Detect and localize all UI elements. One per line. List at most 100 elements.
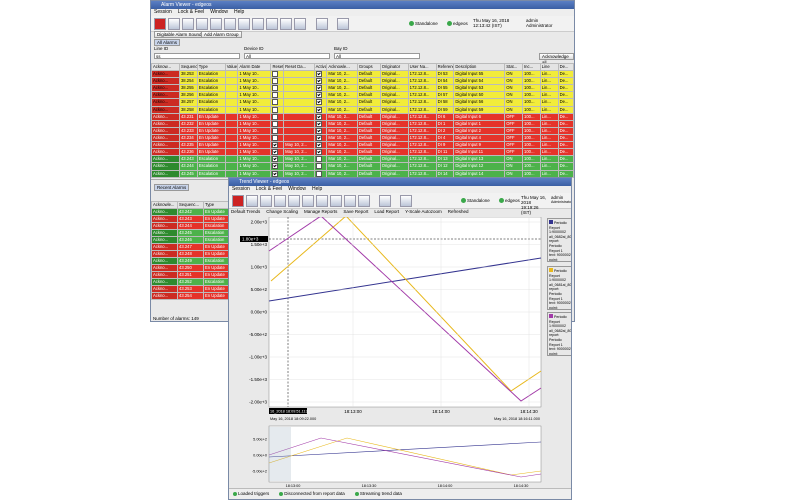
row[interactable]: Ackno... 43.235 En Update 1 May 10.. May 10,… — [151, 141, 574, 150]
checkbox[interactable] — [272, 156, 279, 162]
tool-button[interactable]: Default Trends — [231, 209, 261, 214]
checkbox[interactable] — [272, 99, 279, 106]
checkbox[interactable] — [315, 107, 322, 113]
row[interactable]: Ackno... 43.234 En Update 1 May 10.. Mar 10,… — [151, 133, 574, 143]
checkbox[interactable] — [272, 92, 279, 98]
icon[interactable] — [266, 18, 278, 30]
column-header[interactable]: Sequenc... — [177, 201, 204, 209]
menu-item[interactable]: Lock & Feel — [255, 186, 283, 192]
column-header[interactable]: Type — [196, 63, 226, 71]
icon[interactable] — [260, 195, 272, 207]
checkbox[interactable] — [315, 121, 322, 127]
checkbox[interactable] — [272, 78, 279, 84]
checkbox[interactable] — [315, 71, 322, 77]
row[interactable]: Ackno... 43.252 Escalation — [151, 278, 230, 286]
icon[interactable] — [400, 195, 412, 207]
icon[interactable] — [294, 18, 306, 30]
checkbox[interactable] — [315, 156, 322, 162]
row[interactable]: Ackno... 38.257 Escalation 1 May 10.. Mar 10… — [151, 98, 574, 107]
icon[interactable] — [337, 18, 349, 30]
column-header[interactable]: De... — [557, 63, 574, 71]
row[interactable]: Ackno... 43.253 En Update — [151, 285, 230, 293]
checkbox[interactable] — [315, 135, 322, 141]
icon[interactable] — [154, 18, 166, 30]
column-header[interactable]: Acknowle... — [326, 63, 358, 71]
checkbox[interactable] — [272, 163, 279, 170]
row[interactable]: Ackno... 43.233 En Update 1 May 10.. Mar 10,… — [151, 126, 574, 135]
row[interactable]: Ackno... 38.253 Escalation 1 May 10.. Mar 10… — [151, 69, 574, 79]
checkbox[interactable] — [272, 128, 279, 134]
row[interactable]: Ackno... 43.249 Escalation — [151, 257, 230, 265]
checkbox[interactable] — [315, 171, 322, 177]
tab[interactable]: All Alarms — [154, 39, 181, 46]
tab[interactable]: Recent Alarms — [154, 184, 190, 191]
column-header[interactable]: Alarm Date — [237, 63, 272, 71]
icon[interactable] — [224, 18, 236, 30]
column-header[interactable]: Reset — [270, 63, 285, 71]
row[interactable]: Ackno... 43.231 En Update 1 May 10.. Mar 10,… — [151, 112, 574, 121]
zoom-window[interactable] — [269, 427, 291, 481]
row[interactable]: Ackno... 38.258 Escalation 1 May 10.. Mar 10… — [151, 105, 574, 114]
icon[interactable] — [196, 18, 208, 30]
row[interactable]: Ackno... 43.245 Escalation 1 May 10.. May 10… — [151, 169, 574, 178]
checkbox[interactable] — [272, 85, 279, 91]
column-header[interactable]: Stat... — [504, 63, 524, 71]
row[interactable]: Ackno... 43.243 En Update — [151, 215, 230, 223]
column-header[interactable]: Description — [453, 63, 506, 71]
column-header[interactable]: Activate — [313, 63, 328, 71]
link[interactable]: Acknowledge all — [539, 53, 574, 65]
checkbox[interactable] — [272, 171, 279, 177]
row[interactable]: Ackno... 43.232 En Update 1 May 10.. Mar 10,… — [151, 119, 574, 128]
tool-button[interactable]: Load Report — [374, 209, 400, 214]
icon[interactable] — [232, 195, 244, 207]
icon[interactable] — [302, 195, 314, 207]
icon[interactable] — [288, 195, 300, 207]
checkbox[interactable] — [315, 78, 322, 84]
icon[interactable] — [182, 18, 194, 30]
column-header[interactable]: Groups — [356, 63, 381, 71]
checkbox[interactable] — [315, 92, 322, 98]
icon[interactable] — [316, 18, 328, 30]
icon[interactable] — [252, 18, 264, 30]
row[interactable]: Ackno... 43.244 Escalation 1 May 10.. May 10… — [151, 162, 574, 171]
column-header[interactable]: Reference — [435, 63, 455, 71]
checkbox[interactable] — [272, 114, 279, 120]
checkbox[interactable] — [315, 128, 322, 134]
menu-item[interactable]: Session — [154, 9, 172, 15]
icon[interactable] — [280, 18, 292, 30]
column-header[interactable]: Acknow... — [151, 63, 180, 71]
menu-item[interactable]: Help — [234, 9, 245, 15]
icon[interactable] — [238, 18, 250, 30]
icon[interactable] — [344, 195, 356, 207]
row[interactable]: Ackno... 43.246 Escalation — [151, 236, 230, 244]
row[interactable]: Ackno... 43.247 En Update — [151, 243, 230, 251]
tool-button[interactable]: Y-Scale Autozoom — [405, 209, 442, 214]
column-header[interactable]: Acknowle... — [151, 201, 178, 209]
checkbox[interactable] — [315, 85, 322, 91]
checkbox[interactable] — [272, 107, 279, 113]
checkbox[interactable] — [272, 149, 279, 155]
checkbox[interactable] — [315, 163, 322, 170]
checkbox[interactable] — [315, 114, 322, 120]
icon[interactable] — [379, 195, 391, 207]
button[interactable]: Digitable Alarm Sound — [154, 31, 205, 38]
row[interactable]: Ackno... 43.244 Escalation — [151, 222, 230, 230]
checkbox[interactable] — [315, 142, 322, 148]
icon[interactable] — [210, 18, 222, 30]
tool-button[interactable]: Save Report — [343, 209, 369, 214]
column-header[interactable]: Inc... — [522, 63, 541, 71]
icon[interactable] — [274, 195, 286, 207]
menu-item[interactable]: Session — [232, 186, 250, 192]
column-header[interactable]: Sequenc... — [178, 63, 198, 71]
column-header[interactable]: Type — [203, 201, 230, 209]
column-header[interactable]: Line — [539, 63, 559, 71]
tool-button[interactable]: Change Scaling — [266, 209, 299, 214]
row[interactable]: Ackno... 43.254 En Update — [151, 292, 230, 300]
filter-select[interactable]: All — [334, 53, 420, 59]
row[interactable]: Ackno... 38.254 Escalation 1 May 10.. Mar 10… — [151, 77, 574, 86]
checkbox[interactable] — [272, 71, 279, 77]
checkbox[interactable] — [272, 121, 279, 127]
icon[interactable] — [358, 195, 370, 207]
menu-item[interactable]: Lock & Feel — [177, 9, 205, 15]
row[interactable]: Ackno... 43.245 Escalation — [151, 229, 230, 237]
